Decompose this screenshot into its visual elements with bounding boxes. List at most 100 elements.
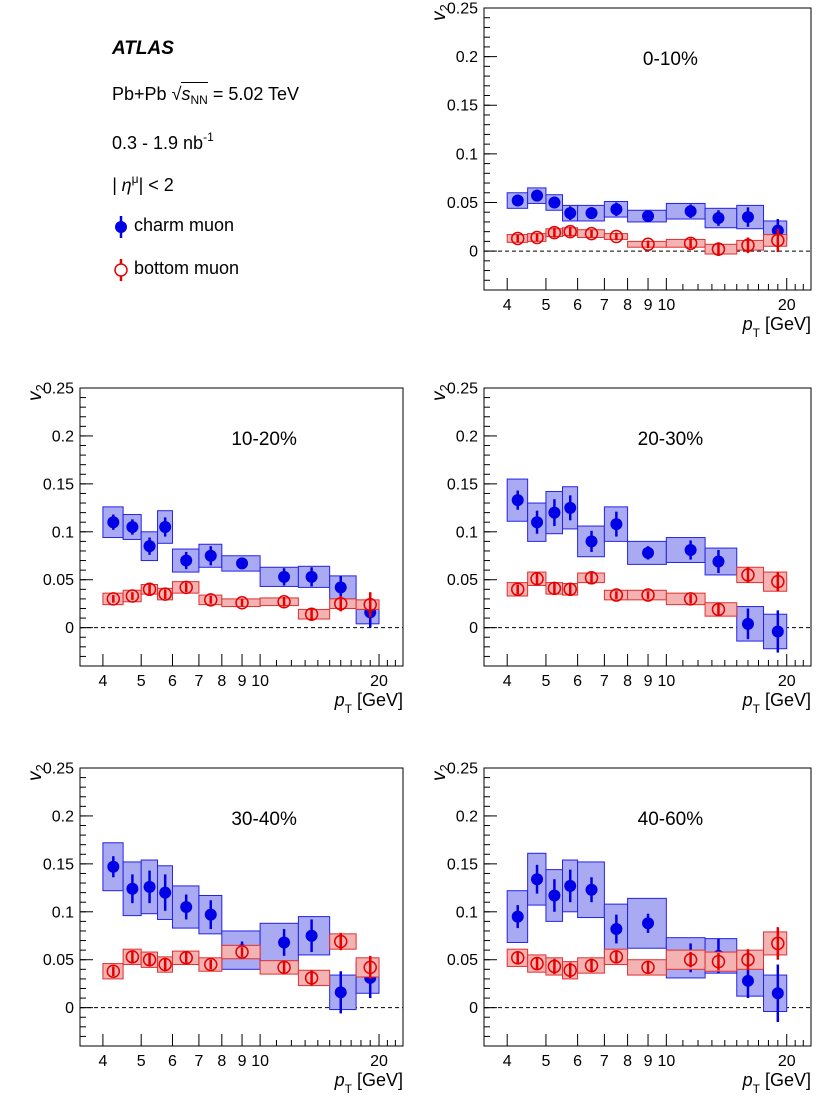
x-tick-label: 5: [541, 297, 550, 314]
x-tick-label: 6: [573, 297, 582, 314]
data-point-charm: [511, 194, 524, 207]
data-point-charm: [642, 917, 655, 930]
data-point-bottom: [771, 936, 785, 951]
data-point-charm: [180, 554, 193, 567]
data-point-bottom: [235, 945, 249, 959]
data-point-charm: [531, 873, 544, 886]
x-tick-label: 10: [657, 297, 675, 314]
x-axis-label-main: p: [742, 1070, 753, 1090]
data-point-bottom: [235, 595, 249, 610]
eta-superscript: μ: [131, 172, 139, 186]
y-tick-label: 0.25: [447, 1, 478, 18]
x-axis-label-main: p: [334, 690, 345, 710]
data-point-charm: [610, 518, 623, 531]
data-point-bottom: [641, 588, 655, 602]
y-axis-label-sub: 2: [33, 384, 48, 391]
x-axis-label-main: p: [334, 1070, 345, 1090]
legend-entry-charm: charm muon: [134, 215, 234, 236]
series-bottom-muon: [506, 566, 788, 617]
plot-frame: [483, 387, 812, 667]
data-point-charm: [771, 625, 784, 638]
data-point-charm: [159, 521, 172, 533]
y-tick-label: 0.25: [43, 761, 74, 778]
data-point-bottom: [142, 582, 157, 597]
system-prefix: Pb+Pb: [112, 84, 167, 104]
series-charm-muon: [506, 852, 788, 1023]
syst-box: [329, 974, 357, 1011]
data-point-bottom: [142, 952, 157, 967]
data-point-charm: [564, 207, 577, 220]
data-point-charm: [236, 557, 249, 570]
data-point-bottom: [204, 957, 218, 972]
x-tick-label: 8: [623, 673, 632, 690]
data-point-charm: [278, 570, 291, 583]
legend-bottom-marker: [114, 259, 128, 281]
data-point-charm: [642, 210, 655, 223]
lumi-exponent: -1: [203, 130, 214, 144]
x-tick-label: 6: [168, 1053, 177, 1070]
y-tick-label: 0.1: [52, 904, 74, 921]
data-point-bottom: [771, 233, 785, 248]
data-point-bottom: [158, 957, 172, 972]
x-tick-label: 10: [657, 673, 675, 690]
data-point-charm: [107, 860, 120, 873]
chart-panel-0: 0 0.05 0.1 0.15 0.2 0.25 4 5 6 7 8 9 10 20 v2 pT [GeV] 0…: [429, 1, 812, 340]
data-point-bottom: [711, 954, 726, 969]
s-subscript: NN: [190, 93, 208, 107]
y-tick-label: 0.05: [43, 952, 74, 969]
legend-bottom-label: bottom muon: [134, 258, 240, 278]
y-tick-label: 0.2: [52, 808, 74, 825]
data-point-charm: [548, 196, 561, 209]
eta-close: | < 2: [138, 175, 174, 195]
x-axis-label-unit: [GeV]: [352, 690, 403, 710]
data-point-bottom: [125, 950, 140, 964]
data-point-charm: [511, 494, 524, 507]
x-tick-label: 20: [370, 673, 388, 690]
data-point-charm: [204, 549, 217, 562]
y-axis-label-main: v: [429, 390, 450, 401]
data-point-charm: [334, 581, 347, 594]
y-tick-label: 0.2: [456, 808, 478, 825]
data-point-bottom: [609, 229, 624, 244]
x-tick-label: 6: [168, 673, 177, 690]
data-point-bottom: [641, 960, 655, 975]
x-axis-label-sub: T: [345, 702, 353, 716]
series-bottom-muon: [102, 932, 380, 987]
x-axis-label-sub: T: [753, 702, 761, 716]
data-point-bottom: [179, 951, 193, 965]
data-point-charm: [741, 617, 754, 630]
centrality-label: 0-10%: [643, 49, 698, 70]
data-point-bottom: [641, 237, 655, 252]
x-tick-label: 20: [778, 673, 796, 690]
y-tick-label: 0.1: [456, 146, 478, 163]
y-axis-label-main: v: [429, 10, 450, 21]
y-tick-label: 0.05: [447, 195, 478, 212]
data-point-bottom: [683, 236, 698, 251]
x-tick-label: 4: [503, 297, 512, 314]
x-tick-label: 4: [503, 1053, 512, 1070]
y-axis-label-sub: 2: [33, 764, 48, 771]
y-tick-label: 0.15: [447, 476, 478, 493]
x-tick-label: 10: [657, 1053, 675, 1070]
x-tick-label: 8: [623, 1053, 632, 1070]
legend-charm-marker: [115, 216, 127, 238]
data-point-bottom: [363, 597, 377, 612]
x-axis-label-unit: [GeV]: [760, 314, 811, 334]
data-point-bottom: [547, 581, 562, 596]
data-point-charm: [334, 986, 347, 999]
x-axis-label-unit: [GeV]: [760, 1070, 811, 1090]
data-point-charm: [548, 506, 561, 519]
y-tick-label: 0.1: [52, 524, 74, 541]
data-point-bottom: [584, 571, 599, 585]
data-point-bottom: [563, 582, 577, 597]
x-axis-label-unit: [GeV]: [352, 1070, 403, 1090]
data-point-charm: [610, 203, 623, 216]
data-point-bottom: [547, 225, 562, 240]
data-point-bottom: [510, 231, 525, 246]
x-tick-label: 7: [194, 1053, 203, 1070]
lumi-base: 0.3 - 1.9 nb: [112, 133, 204, 153]
data-point-bottom: [304, 971, 319, 985]
x-axis-label-unit: [GeV]: [760, 690, 811, 710]
series-bottom-muon: [506, 927, 788, 980]
data-point-charm: [305, 929, 318, 942]
